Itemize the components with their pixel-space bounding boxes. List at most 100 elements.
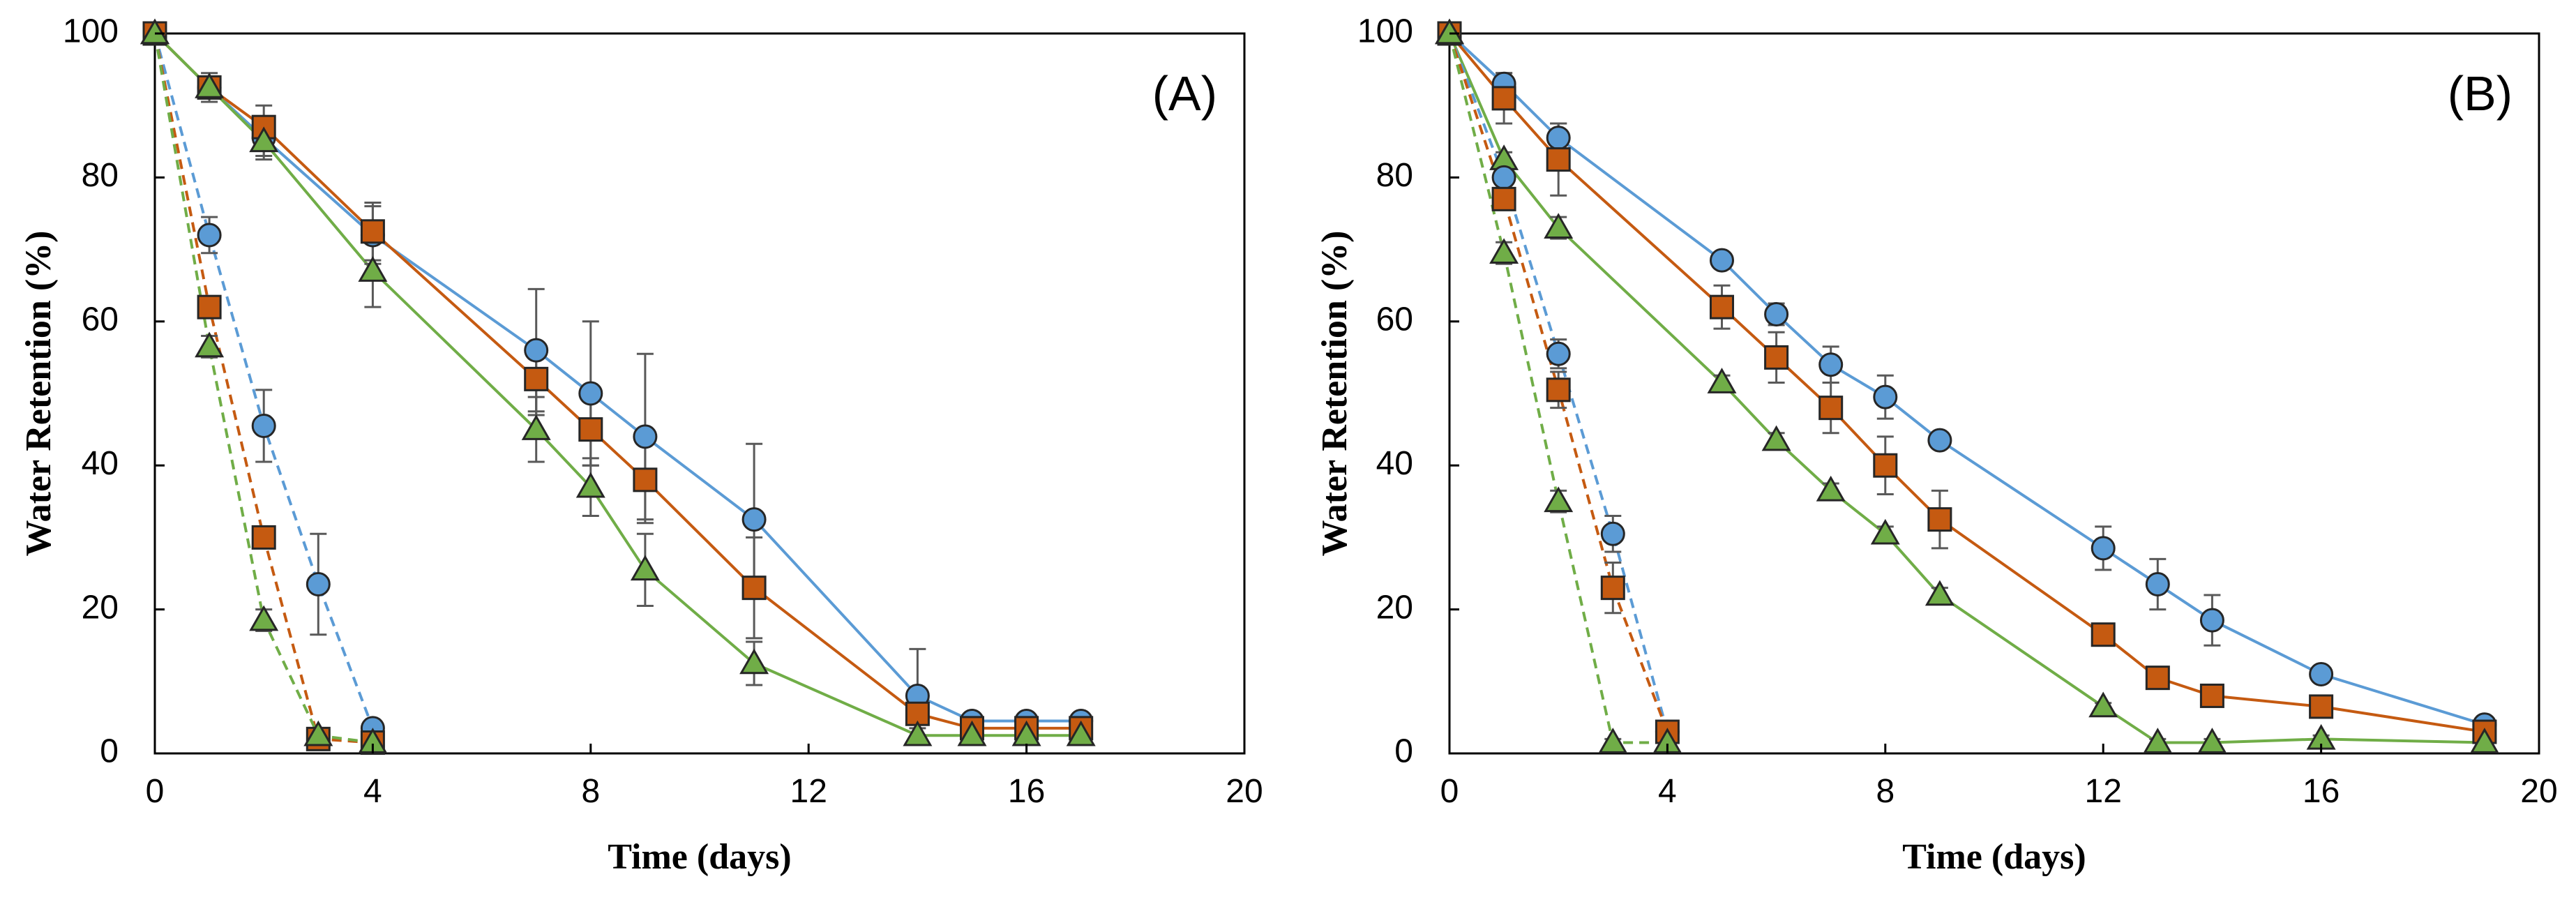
- panel-label: (B): [2448, 66, 2513, 121]
- data-point-triangle: [630, 555, 660, 581]
- y-tick-labels: 0 20 40 60 80 100: [63, 13, 119, 770]
- data-point-triangle: [2088, 691, 2118, 718]
- y-tick-labels: 0 20 40 60 80 100: [1357, 13, 1413, 770]
- data-point-triangle: [1816, 475, 1846, 502]
- panel-label: (A): [1152, 66, 1217, 121]
- data-point-triangle: [957, 720, 987, 746]
- data-point-circle: [2091, 536, 2116, 561]
- data-point-square: [1927, 507, 1952, 532]
- data-point-square: [360, 219, 385, 244]
- data-point-triangle: [1707, 368, 1737, 393]
- data-point-square: [1546, 377, 1571, 403]
- data-point-square: [2145, 666, 2170, 691]
- y-tick-label: 40: [82, 445, 119, 482]
- data-point-square: [2199, 683, 2224, 708]
- tick-marks: [153, 32, 1246, 755]
- data-point-triangle: [1544, 213, 1574, 239]
- series-markers: [1435, 18, 2499, 753]
- data-point-triangle: [1435, 18, 1464, 45]
- data-point-triangle: [1489, 238, 1519, 264]
- data-point-circle: [1491, 165, 1516, 190]
- data-point-triangle: [1598, 728, 1628, 753]
- y-tick-label: 60: [1376, 301, 1413, 338]
- data-point-triangle: [1066, 720, 1096, 746]
- data-point-circle: [1873, 384, 1898, 409]
- data-point-triangle: [140, 18, 170, 45]
- x-tick-label: 12: [790, 773, 827, 810]
- data-point-square: [524, 366, 549, 391]
- data-point-circle: [578, 381, 603, 406]
- series-layer: [1435, 18, 2499, 753]
- data-point-circle: [306, 571, 331, 596]
- x-tick-label: 4: [1658, 773, 1677, 810]
- x-tick-label: 4: [363, 773, 382, 810]
- data-point-triangle: [249, 605, 279, 631]
- x-tick-label: 20: [1226, 773, 1263, 810]
- data-point-triangle: [739, 648, 769, 675]
- data-point-triangle: [303, 720, 333, 746]
- data-point-square: [2091, 622, 2116, 647]
- x-tick-label: 12: [2085, 773, 2122, 810]
- data-point-circle: [2199, 608, 2224, 633]
- tick-marks: [1448, 32, 2540, 755]
- data-point-square: [633, 467, 658, 493]
- plot-area: [1448, 32, 2540, 755]
- chart-panel-a: 0 20 40 60 80 100 0 4 8 12 16 20 Time (d…: [19, 13, 1263, 877]
- data-point-circle: [197, 223, 222, 248]
- data-point-square: [1873, 453, 1898, 478]
- data-point-triangle: [521, 414, 551, 440]
- data-point-square: [741, 576, 767, 601]
- data-point-triangle: [2197, 728, 2227, 753]
- data-point-circle: [1546, 341, 1571, 366]
- y-tick-label: 0: [1394, 733, 1413, 770]
- chart-panel-b: 0 20 40 60 80 100 0 4 8 12 16 20 Time (d…: [1315, 13, 2558, 877]
- y-tick-label: 100: [63, 13, 119, 50]
- data-point-square: [1546, 147, 1571, 172]
- y-axis-title: Water Retention (%): [19, 231, 59, 557]
- data-point-square: [578, 417, 603, 442]
- data-point-triangle: [1544, 486, 1574, 513]
- x-tick-label: 0: [146, 773, 165, 810]
- data-point-circle: [524, 338, 549, 363]
- data-point-square: [251, 525, 276, 550]
- x-axis-title: Time (days): [608, 837, 791, 877]
- data-point-circle: [1818, 352, 1844, 377]
- y-tick-label: 20: [1376, 589, 1413, 626]
- data-point-square: [1491, 186, 1516, 211]
- data-point-triangle: [195, 72, 225, 98]
- x-tick-label: 20: [2520, 773, 2557, 810]
- x-tick-labels: 0 4 8 12 16 20: [1440, 773, 2558, 810]
- data-point-circle: [1710, 248, 1734, 273]
- y-tick-label: 40: [1376, 445, 1413, 482]
- y-tick-label: 20: [82, 589, 119, 626]
- data-point-square: [1710, 294, 1734, 320]
- y-tick-label: 0: [100, 733, 119, 770]
- data-point-triangle: [1870, 518, 1900, 545]
- data-point-square: [197, 294, 222, 320]
- data-point-circle: [1927, 428, 1952, 453]
- y-axis-title: Water Retention (%): [1315, 231, 1355, 557]
- data-point-circle: [2309, 661, 2334, 686]
- y-tick-label: 80: [82, 157, 119, 194]
- data-point-triangle: [2469, 728, 2499, 753]
- data-point-circle: [1764, 301, 1789, 326]
- data-point-circle: [633, 424, 658, 449]
- series-line-triangle-dashed: [1448, 33, 1668, 744]
- data-point-triangle: [358, 256, 388, 282]
- x-tick-labels: 0 4 8 12 16 20: [146, 773, 1263, 810]
- plot-area: [153, 32, 1246, 755]
- data-point-triangle: [903, 720, 933, 746]
- data-point-triangle: [195, 331, 225, 358]
- data-point-circle: [741, 507, 767, 532]
- data-point-square: [1491, 86, 1516, 111]
- x-tick-label: 0: [1440, 773, 1459, 810]
- data-point-triangle: [1761, 425, 1791, 451]
- x-tick-label: 8: [1876, 773, 1895, 810]
- data-point-square: [2309, 694, 2334, 719]
- y-tick-label: 60: [82, 301, 119, 338]
- data-point-triangle: [575, 472, 605, 498]
- data-point-circle: [2145, 571, 2170, 596]
- x-tick-label: 16: [1008, 773, 1045, 810]
- data-point-circle: [1600, 521, 1625, 546]
